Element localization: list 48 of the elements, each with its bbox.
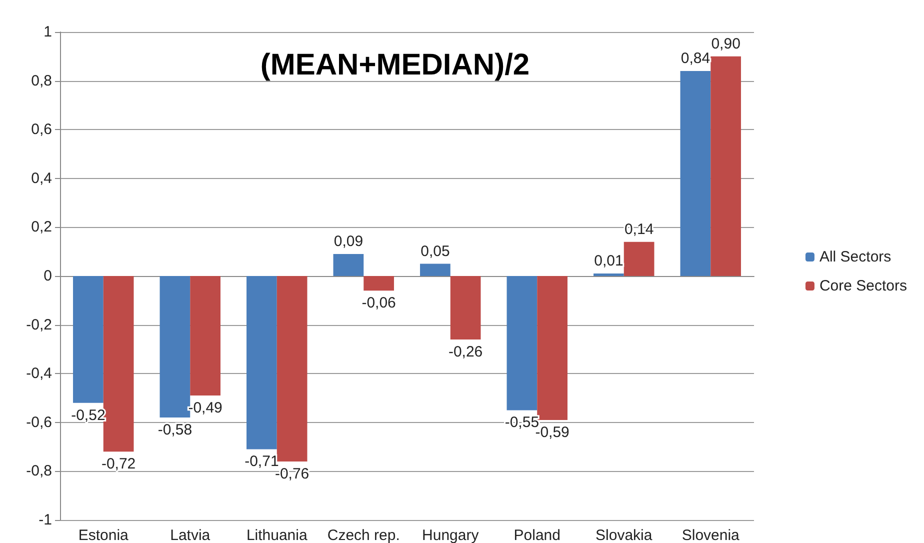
data-label: 0,90: [711, 35, 740, 52]
data-label: 0,05: [420, 242, 450, 260]
bar: [333, 254, 364, 276]
text: (MEAN+MEDIAN)/2: [260, 48, 530, 82]
bar: [160, 276, 190, 418]
x-tick-label: Lithuania: [246, 527, 308, 543]
y-tick-label: -1: [38, 512, 52, 528]
y-tick-label: 1: [44, 24, 52, 40]
y-tick-label: -0,8: [26, 462, 52, 480]
x-tick-label: Hungary: [422, 527, 480, 543]
bar: [537, 276, 568, 420]
bar: [246, 276, 277, 450]
x-tick-label: Czech rep.: [327, 527, 400, 543]
bar: [276, 276, 308, 462]
bar: [710, 56, 741, 276]
y-tick-label: -0,4: [26, 365, 52, 382]
bar: [506, 276, 538, 410]
legend-label: Core Sectors: [819, 278, 908, 294]
data-label: -0,55: [504, 414, 540, 432]
y-tick-label: 0,6: [31, 121, 52, 138]
y-tick-label: 0,8: [31, 72, 52, 90]
data-label: -0,26: [448, 343, 483, 360]
bar: [103, 276, 134, 452]
bar: [364, 276, 394, 291]
data-label: 0,09: [334, 233, 364, 250]
bar: [420, 264, 450, 276]
data-label: 0,01: [594, 252, 624, 270]
data-label: 0,84: [680, 50, 710, 68]
legend-label: All Sectors: [819, 248, 892, 266]
bar: [450, 276, 481, 340]
y-tick-label: 0,4: [31, 170, 52, 187]
data-label: 0,14: [624, 220, 654, 238]
y-tick-label: -0,6: [26, 414, 52, 431]
data-label: -0,72: [101, 456, 136, 473]
bar: [73, 276, 104, 403]
bar: [680, 71, 711, 276]
y-tick-label: -0,2: [26, 316, 52, 334]
data-label: -0,06: [362, 294, 396, 312]
x-tick-label: Poland: [514, 527, 560, 543]
bar: [624, 242, 654, 276]
x-tick-label: Estonia: [78, 527, 130, 543]
y-tick-label: 0: [44, 268, 52, 284]
x-tick-label: Slovakia: [596, 527, 653, 543]
y-tick-label: 0,2: [31, 218, 52, 236]
x-tick-label: Latvia: [170, 527, 211, 543]
x-tick-label: Slovenia: [682, 527, 740, 543]
bar: [190, 276, 220, 396]
data-label: -0,58: [158, 422, 192, 439]
